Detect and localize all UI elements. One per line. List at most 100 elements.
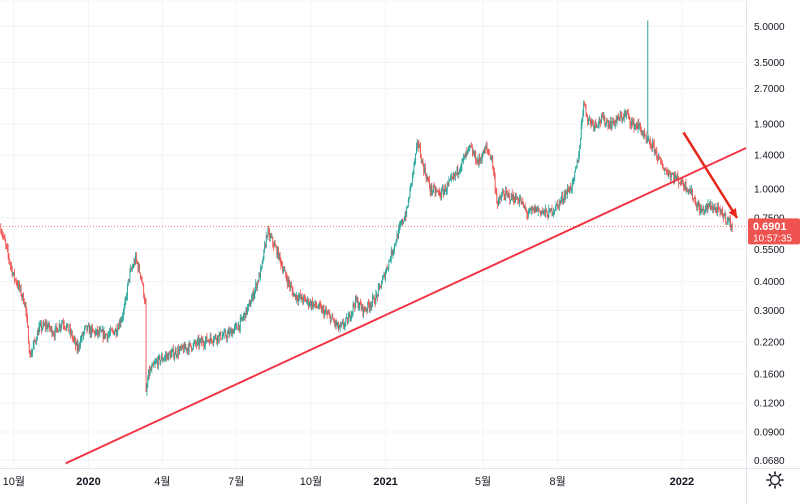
candle-body <box>378 285 380 288</box>
candle-body <box>162 359 164 361</box>
candle-body <box>390 250 392 260</box>
candle-body <box>346 317 348 319</box>
candle-body <box>250 303 252 307</box>
candle-body <box>485 145 487 149</box>
candle-body <box>170 353 172 358</box>
candle-body <box>344 322 346 327</box>
candle-body <box>208 340 210 342</box>
candle-body <box>273 244 275 247</box>
candle-body <box>360 302 361 306</box>
candle-body <box>197 339 199 341</box>
candle-body <box>386 267 388 269</box>
candle-body <box>260 266 262 269</box>
candle-body <box>20 286 22 296</box>
candle-body <box>637 123 639 129</box>
candle-body <box>560 199 562 202</box>
candle-body <box>373 296 375 304</box>
candle-body <box>278 253 280 260</box>
candle-body <box>310 301 312 307</box>
candle-body <box>433 186 434 192</box>
candle-body <box>470 145 472 147</box>
candle-body <box>528 213 529 216</box>
candle-body <box>225 331 227 337</box>
candle-body <box>532 208 533 210</box>
candle-body <box>555 204 557 210</box>
candle-body <box>309 301 311 305</box>
candle-body <box>342 322 344 327</box>
candle-body <box>483 150 485 154</box>
candle-body <box>239 319 241 330</box>
candle-body <box>401 219 403 224</box>
candle-body <box>444 186 446 191</box>
candle-body <box>336 324 338 326</box>
candle-body <box>308 298 309 306</box>
candle-body <box>387 267 389 269</box>
candle-body <box>705 206 706 210</box>
candle-body <box>202 340 204 344</box>
candle-body <box>538 208 540 211</box>
candle-body <box>99 330 101 334</box>
candle-body <box>368 304 370 309</box>
candle-body <box>47 326 49 329</box>
candle-body <box>666 170 667 171</box>
candle-body <box>399 224 401 227</box>
support-trendline[interactable] <box>65 147 747 465</box>
candle-body <box>654 149 656 152</box>
candle-body <box>626 112 628 115</box>
candle-body <box>405 215 407 217</box>
time-axis[interactable]: 10월 2020 4월 7월 10월 2021 5월 8월 2022 <box>3 475 694 488</box>
settings-gear-icon[interactable] <box>766 471 784 489</box>
candle-body <box>334 321 335 324</box>
candle-body <box>183 344 185 352</box>
candle-body <box>542 210 544 213</box>
candle-body <box>127 279 129 285</box>
candle-body <box>473 152 475 156</box>
candle-body <box>426 177 428 180</box>
candle-body <box>63 324 65 327</box>
candle-body <box>74 339 76 341</box>
candle-body <box>516 198 518 200</box>
candle-body <box>702 208 704 210</box>
downtrend-arrow-head[interactable] <box>728 208 738 218</box>
candle-body <box>32 349 33 353</box>
downtrend-arrow-line[interactable] <box>682 131 739 219</box>
candle-body <box>502 192 504 194</box>
candle-body <box>117 327 119 334</box>
candle-body <box>177 348 179 356</box>
candle-body <box>460 166 462 170</box>
candle-body <box>340 324 342 326</box>
candle-body <box>42 323 44 329</box>
candle-body <box>520 198 522 204</box>
candle-body <box>218 334 220 341</box>
candle-body <box>674 174 676 179</box>
candle-body <box>330 317 332 322</box>
candle-body <box>62 322 63 323</box>
candle-body <box>57 328 59 333</box>
candle-body <box>75 339 76 346</box>
candle-body <box>696 205 697 208</box>
candle-body <box>333 319 335 322</box>
candle-body <box>195 341 197 344</box>
candle-body <box>329 314 331 322</box>
candle-body <box>215 335 217 339</box>
candle-body <box>142 282 144 285</box>
candle-body <box>580 125 582 139</box>
candle-body <box>30 354 32 357</box>
price-tick-label-5: 1.4000 <box>754 150 785 161</box>
candle-body <box>307 298 309 302</box>
candle-body <box>23 303 25 306</box>
price-tick-label-12: 0.1600 <box>754 369 785 380</box>
candle-body <box>726 221 727 223</box>
candle-body <box>287 279 289 285</box>
candle-body <box>687 188 688 192</box>
candle-body <box>55 326 57 329</box>
candle-body <box>725 213 727 222</box>
candle-body <box>274 244 276 247</box>
drawings[interactable] <box>0 131 747 465</box>
candle-body <box>247 304 249 308</box>
candle-body <box>456 167 458 174</box>
candle-body <box>661 163 663 168</box>
candle-body <box>513 195 515 202</box>
